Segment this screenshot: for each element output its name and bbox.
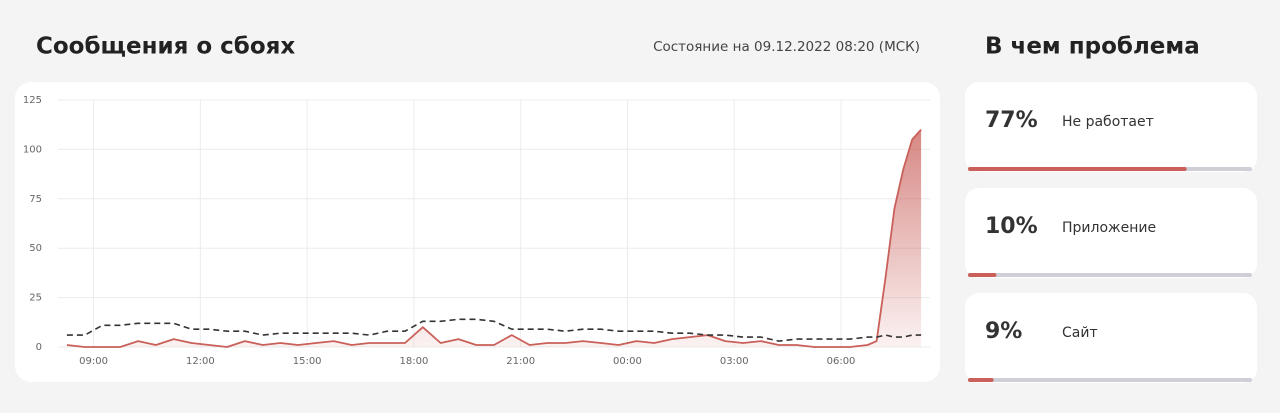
- x-tick-label: 09:00: [79, 356, 108, 367]
- problem-percent: 77%: [985, 108, 1038, 133]
- problem-name: Сайт: [1062, 325, 1098, 341]
- problem-name: Не работает: [1062, 114, 1154, 130]
- section-title: В чем проблема: [985, 34, 1200, 60]
- status: Состояние на 09.12.2022 08:20 (МСК): [653, 39, 920, 55]
- x-tick-label: 21:00: [506, 356, 535, 367]
- x-tick-label: 12:00: [186, 356, 215, 367]
- x-tick-label: 18:00: [400, 356, 429, 367]
- card: [965, 82, 1257, 172]
- problem-name: Приложение: [1062, 220, 1156, 236]
- problem-percent: 10%: [985, 214, 1038, 239]
- problem-card: 77% Не работает: [965, 82, 1257, 172]
- card: [965, 293, 1257, 383]
- y-tick-label: 50: [29, 243, 42, 254]
- y-tick-label: 0: [36, 342, 42, 353]
- problem-card: 10% Приложение: [965, 188, 1257, 278]
- y-tick-label: 25: [29, 293, 42, 304]
- y-tick-label: 125: [23, 95, 42, 106]
- page-title: Сообщения о сбоях: [36, 34, 295, 60]
- bar-track: [968, 273, 1252, 277]
- chart-card: [15, 82, 940, 382]
- bar: [968, 273, 997, 277]
- y-tick-label: 100: [23, 144, 42, 155]
- bar-track: [968, 378, 1252, 382]
- x-tick-label: 00:00: [613, 356, 642, 367]
- y-tick-label: 75: [29, 194, 42, 205]
- x-tick-label: 06:00: [827, 356, 856, 367]
- line: [66, 128, 922, 348]
- card: [965, 188, 1257, 278]
- bar: [968, 167, 1187, 171]
- problem-card: 9% Сайт: [965, 293, 1257, 383]
- x-tick-label: 15:00: [293, 356, 322, 367]
- problem-percent: 9%: [985, 319, 1022, 344]
- line: [66, 318, 922, 342]
- x-tick-label: 03:00: [720, 356, 749, 367]
- bar: [968, 378, 994, 382]
